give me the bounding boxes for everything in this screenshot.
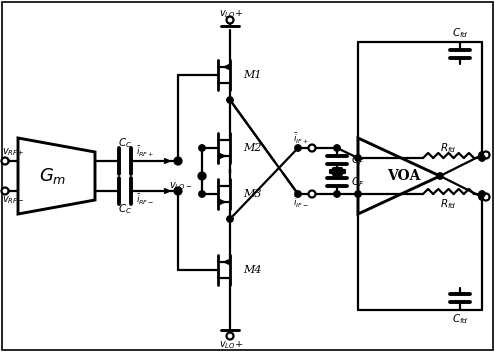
Circle shape — [483, 194, 490, 201]
Text: $C_F$: $C_F$ — [351, 175, 364, 189]
Text: $\bar{i}_{RF-}$: $\bar{i}_{RF-}$ — [136, 193, 154, 207]
Text: $C_C$: $C_C$ — [118, 136, 132, 150]
Circle shape — [437, 173, 443, 179]
Circle shape — [227, 216, 233, 222]
Circle shape — [308, 145, 315, 151]
Circle shape — [483, 151, 490, 158]
Text: $v_{LO-}$: $v_{LO-}$ — [169, 180, 192, 192]
Text: $C_{fd}$: $C_{fd}$ — [452, 26, 468, 40]
Circle shape — [227, 333, 234, 339]
Circle shape — [308, 190, 315, 197]
Text: $R_{fd}$: $R_{fd}$ — [440, 197, 457, 211]
Text: $C_F$: $C_F$ — [351, 153, 364, 167]
Circle shape — [199, 191, 205, 197]
Circle shape — [334, 191, 340, 197]
Circle shape — [334, 145, 340, 151]
Circle shape — [227, 97, 233, 103]
Text: M3: M3 — [243, 189, 261, 199]
Circle shape — [295, 145, 301, 151]
Text: VOA: VOA — [387, 169, 421, 183]
Circle shape — [479, 191, 485, 197]
Text: $\bar{i}_{IF+}$: $\bar{i}_{IF+}$ — [293, 132, 309, 146]
Text: $v_{LO}$+: $v_{LO}$+ — [219, 8, 243, 20]
Circle shape — [199, 173, 205, 179]
Circle shape — [227, 17, 234, 24]
Text: M2: M2 — [243, 143, 261, 153]
Text: M4: M4 — [243, 265, 261, 275]
Text: $C_C$: $C_C$ — [118, 202, 132, 216]
Circle shape — [479, 194, 485, 200]
Circle shape — [175, 157, 182, 164]
Text: M1: M1 — [243, 70, 261, 80]
Text: $v_{RF+}$: $v_{RF+}$ — [2, 146, 25, 158]
Text: $v_{LO}$+: $v_{LO}$+ — [219, 339, 243, 351]
Circle shape — [198, 172, 205, 180]
Circle shape — [199, 145, 205, 151]
Text: $\bar{i}_{IF-}$: $\bar{i}_{IF-}$ — [293, 196, 309, 210]
Circle shape — [479, 155, 485, 161]
Text: $R_{fd}$: $R_{fd}$ — [440, 141, 457, 155]
Circle shape — [355, 155, 361, 161]
Circle shape — [1, 157, 8, 164]
Circle shape — [175, 158, 181, 164]
Circle shape — [355, 191, 361, 197]
Text: $v_{RF-}$: $v_{RF-}$ — [2, 194, 25, 206]
Circle shape — [479, 152, 485, 158]
Text: $G_m$: $G_m$ — [39, 166, 67, 186]
Circle shape — [175, 188, 181, 194]
Circle shape — [1, 188, 8, 195]
Text: $C_{fd}$: $C_{fd}$ — [452, 312, 468, 326]
Circle shape — [295, 191, 301, 197]
Text: $\bar{i}_{RF+}$: $\bar{i}_{RF+}$ — [136, 145, 154, 159]
Circle shape — [175, 188, 182, 195]
